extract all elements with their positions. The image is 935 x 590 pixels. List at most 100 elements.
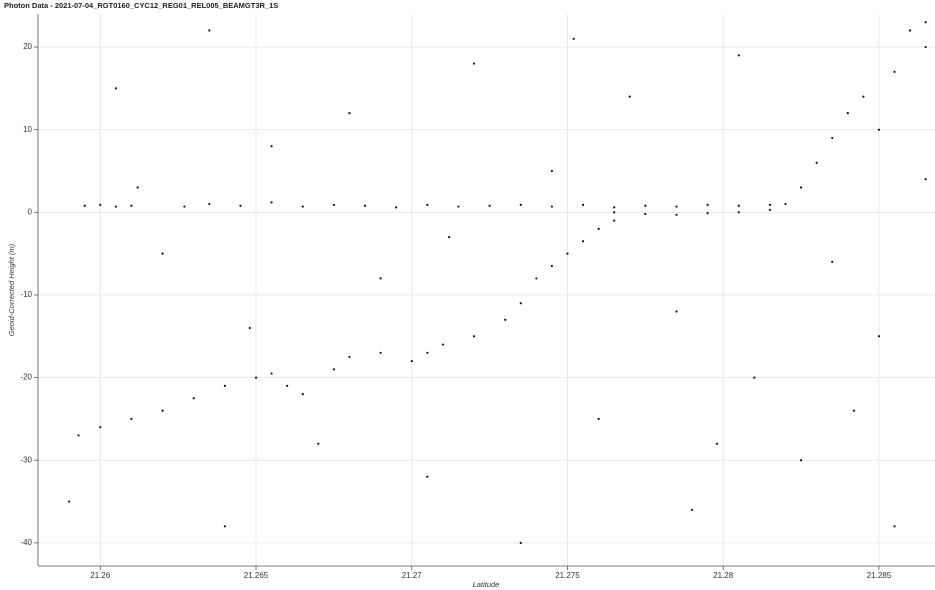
photon-point — [270, 372, 273, 375]
photon-point — [161, 252, 164, 255]
photon-point — [426, 351, 429, 354]
photon-point — [753, 376, 756, 379]
photon-point — [613, 211, 616, 214]
photon-point — [504, 318, 507, 321]
photon-point — [815, 161, 818, 164]
photon-point — [737, 204, 740, 207]
y-tick-label: 0 — [28, 207, 33, 216]
photon-point — [572, 37, 575, 40]
photon-point — [706, 212, 709, 215]
photon-point — [799, 186, 803, 189]
plot-area: 21.26 21.265 21.27 21.275 21.28 21.285 -40 -30 -… — [20, 14, 935, 580]
photon-point — [410, 359, 413, 363]
photon-point — [519, 203, 522, 206]
photon-point — [317, 442, 320, 445]
photon-point — [737, 54, 740, 57]
photon-point — [893, 525, 896, 528]
photon-point — [613, 206, 616, 209]
photon-point — [715, 442, 719, 445]
photon-point — [99, 203, 102, 206]
x-tick-label: 21.285 — [867, 571, 892, 580]
photon-point — [114, 205, 117, 208]
x-tick-label: 21.28 — [713, 571, 734, 580]
photon-point — [613, 219, 616, 222]
photon-point — [706, 203, 709, 206]
photon-point — [852, 409, 856, 412]
y-tick-label: -30 — [20, 455, 32, 464]
photon-point — [924, 45, 927, 49]
y-axis-label: Geoid-Corrected Height (m) — [7, 243, 16, 336]
photon-point — [441, 343, 444, 346]
photon-point — [784, 202, 787, 206]
y-tick-label: 10 — [23, 125, 32, 134]
x-axis-label: Latitude — [473, 580, 500, 589]
photon-point — [893, 70, 896, 73]
photon-point — [597, 227, 600, 230]
x-tick-label: 21.275 — [555, 571, 580, 580]
photon-point — [675, 213, 678, 216]
photon-point — [472, 335, 476, 338]
photon-point — [675, 310, 678, 313]
photon-point — [332, 368, 335, 371]
photon-point — [519, 541, 522, 544]
x-tick-label: 21.26 — [90, 571, 111, 580]
photon-point — [877, 128, 881, 131]
photon-point — [286, 384, 289, 387]
photon-point — [675, 205, 678, 208]
photon-point — [348, 112, 351, 115]
photon-point — [831, 260, 834, 264]
photon-point — [644, 212, 647, 216]
photon-point — [161, 409, 164, 412]
photon-point — [862, 95, 865, 98]
photon-point — [644, 204, 647, 207]
photon-point — [223, 525, 226, 528]
y-tick-label: -10 — [20, 290, 32, 299]
photon-point — [846, 112, 849, 115]
photon-point — [597, 417, 600, 421]
photon-point — [581, 203, 585, 206]
photon-point — [379, 277, 382, 280]
photon-point — [628, 95, 631, 98]
photon-point — [448, 236, 451, 239]
photon-point — [831, 136, 834, 140]
photon-point — [457, 205, 460, 208]
photon-point — [550, 205, 554, 208]
photon-point — [130, 204, 133, 207]
x-tick-label: 21.27 — [402, 571, 423, 580]
photon-point — [924, 178, 927, 181]
photon-point — [248, 326, 251, 330]
photon-point — [114, 87, 117, 90]
photon-point — [426, 203, 429, 206]
photon-point — [581, 240, 585, 243]
photon-point — [239, 204, 242, 207]
photon-point — [348, 355, 351, 359]
photon-point — [192, 397, 195, 400]
photon-point — [208, 202, 211, 206]
photon-point — [924, 21, 927, 24]
photon-point — [130, 417, 133, 421]
photon-point — [332, 203, 335, 206]
photon-point — [363, 204, 367, 207]
photon-point — [77, 434, 80, 437]
photon-point — [136, 186, 139, 189]
photon-point — [519, 302, 522, 305]
y-tick-label: -20 — [20, 373, 32, 382]
photon-point — [301, 393, 304, 396]
photon-point — [566, 252, 569, 255]
photon-point — [768, 208, 772, 211]
chart-title: Photon Data - 2021-07-04_RGT0160_CYC12_R… — [4, 1, 278, 10]
photon-point — [799, 459, 803, 462]
photon-point — [270, 201, 273, 204]
photon-point — [908, 29, 912, 32]
y-tick-label: 20 — [23, 42, 32, 51]
photon-point — [183, 205, 186, 208]
photon-point — [208, 29, 211, 32]
photon-point — [83, 204, 86, 207]
photon-point — [550, 169, 554, 173]
photon-point — [535, 277, 538, 280]
photon-point — [426, 475, 429, 478]
plot-background — [38, 14, 935, 566]
photon-point — [877, 335, 881, 338]
